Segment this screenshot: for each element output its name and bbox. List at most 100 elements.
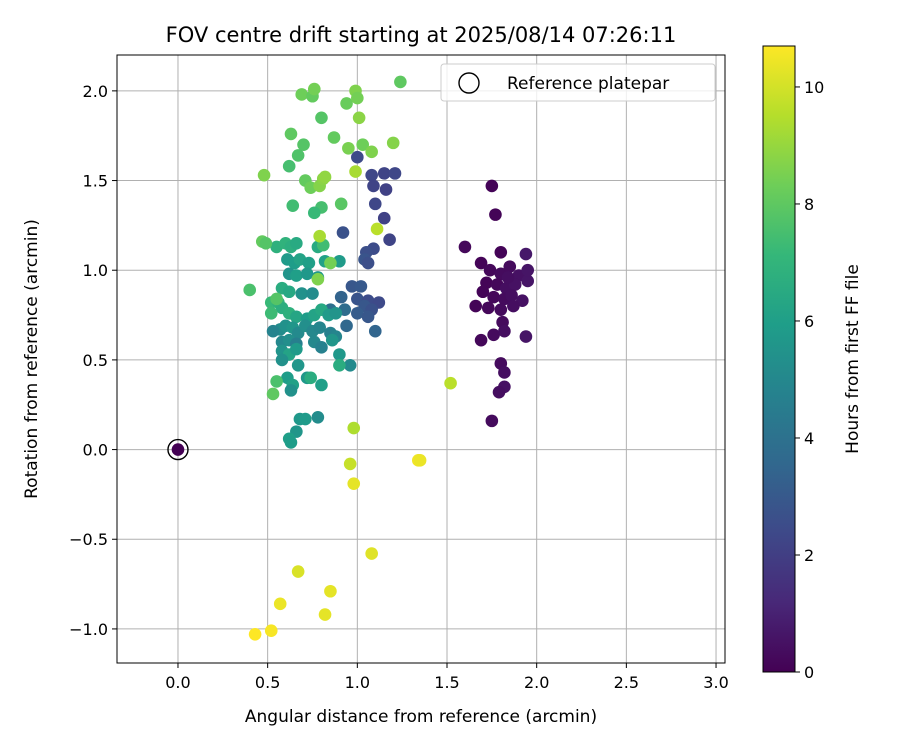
scatter-point [264, 306, 278, 320]
colorbar-tick-label: 10 [804, 78, 824, 97]
scatter-point [356, 138, 370, 151]
x-tick-label: 2.0 [524, 673, 549, 692]
colorbar-tick-label: 2 [804, 546, 814, 565]
scatter-point [311, 410, 325, 424]
scatter-point [257, 168, 271, 182]
scatter-point [351, 150, 364, 164]
y-tick-label: 2.0 [83, 82, 108, 101]
x-axis-label: Angular distance from reference (arcmin) [245, 707, 597, 727]
scatter-point [370, 222, 384, 236]
scatter-point [318, 608, 332, 621]
reference-marker-group [167, 438, 189, 461]
scatter-point [295, 287, 309, 300]
scatter-point [324, 256, 337, 270]
scatter-point [243, 283, 257, 297]
scatter-point [354, 280, 368, 293]
scatter-point [291, 358, 305, 372]
scatter-point [302, 256, 316, 270]
colorbar-gradient [763, 46, 795, 672]
scatter-point [361, 256, 375, 270]
legend-reference-marker [458, 72, 480, 94]
y-tick-label: 0.5 [83, 351, 108, 370]
scatter-point [351, 306, 364, 320]
y-axis-label: Rotation from reference (arcmin) [22, 219, 42, 499]
scatter-point [315, 378, 328, 392]
scatter-point [521, 263, 535, 277]
scatter-point [290, 310, 303, 324]
scatter-point [458, 240, 472, 254]
scatter-point [270, 375, 283, 388]
x-tick-label: 1.0 [345, 673, 370, 692]
x-axis-ticks: 0.0 0.5 1.0 1.5 2.0 2.5 3.0 [165, 663, 729, 692]
scatter-point [327, 131, 341, 144]
scatter-point [492, 385, 506, 399]
scatter-point [494, 303, 508, 316]
scatter-point [259, 237, 273, 250]
scatter-point [377, 167, 391, 180]
y-tick-label: 1.5 [83, 172, 108, 191]
scatter-point [501, 271, 515, 284]
scatter-point [266, 387, 280, 401]
scatter-point [368, 324, 382, 338]
scatter-point [342, 141, 355, 155]
legend-entry-reference: Reference platepar [507, 74, 669, 94]
scatter-point [284, 127, 298, 141]
scatter-point [333, 358, 346, 372]
scatter-point [336, 226, 350, 239]
scatter-point [290, 237, 303, 250]
scatter-point [297, 138, 310, 151]
scatter-point [325, 333, 339, 347]
scatter-point [361, 310, 375, 324]
colorbar: 0 2 4 6 8 10 Hours from first FF file [762, 45, 863, 682]
scatter-point [365, 168, 378, 182]
scatter-point [282, 285, 296, 299]
scatter-point [365, 547, 378, 560]
scatter-point [264, 624, 278, 638]
colorbar-label: Hours from first FF file [843, 264, 863, 454]
x-tick-label: 2.5 [614, 673, 639, 692]
scatter-point [313, 321, 326, 334]
scatter-point [304, 371, 317, 385]
scatter-point [394, 75, 407, 89]
scatter-point [386, 136, 400, 150]
scatter-point [498, 366, 511, 379]
scatter-point [291, 565, 305, 578]
scatter-point [474, 333, 488, 347]
scatter-point [311, 272, 325, 286]
chart-title: FOV centre drift starting at 2025/08/14 … [166, 23, 677, 47]
scatter-point [300, 267, 314, 281]
scatter-point [306, 287, 319, 300]
x-tick-label: 0.0 [165, 673, 190, 692]
scatter-points [243, 75, 535, 641]
scatter-point [469, 299, 483, 313]
colorbar-tick-label: 0 [804, 663, 814, 682]
scatter-point [284, 436, 298, 449]
colorbar-tick-label: 4 [804, 429, 814, 448]
scatter-point [340, 319, 353, 333]
y-tick-label: −1.0 [69, 620, 108, 639]
scatter-point [519, 330, 533, 343]
reference-platepar-marker [167, 438, 189, 461]
colorbar-ticks: 0 2 4 6 8 10 [795, 78, 824, 682]
scatter-point [315, 341, 328, 354]
scatter-point [367, 179, 380, 193]
scatter-point [383, 233, 396, 247]
scatter-point [413, 454, 427, 467]
scatter-point [248, 628, 262, 641]
scatter-point [329, 306, 343, 320]
scatter-point [481, 301, 495, 315]
scatter-point [347, 421, 361, 435]
scatter-point [347, 477, 361, 490]
scatter-point [324, 584, 337, 598]
scatter-point [485, 414, 499, 428]
scatter-point [487, 328, 500, 342]
colorbar-tick-label: 6 [804, 312, 814, 331]
scatter-point [349, 165, 362, 178]
scatter-point [333, 348, 346, 361]
scatter-point [489, 208, 502, 221]
scatter-point [318, 170, 332, 184]
scatter-point [485, 179, 499, 193]
scatter-point [503, 260, 517, 273]
scatter-point [270, 292, 283, 306]
